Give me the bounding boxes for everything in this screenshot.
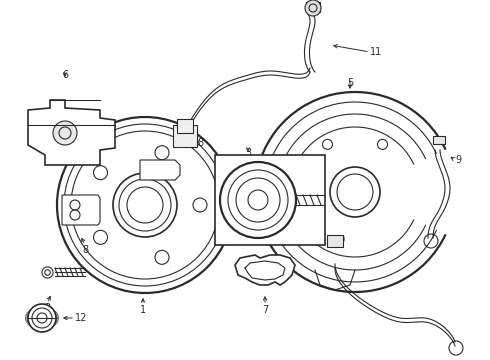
Polygon shape [235,255,295,285]
Bar [173,125,197,147]
Bar [215,155,325,245]
Text: 1: 1 [140,305,146,315]
Bar [306,2,320,12]
Text: 5: 5 [347,78,353,88]
Text: 10: 10 [334,235,346,245]
Text: 8: 8 [197,138,203,148]
Bar [177,119,193,133]
Polygon shape [28,100,115,165]
Bar [327,235,343,247]
Polygon shape [140,160,180,180]
Text: 7: 7 [262,305,268,315]
Bar [433,136,445,144]
Text: 9: 9 [455,155,461,165]
Text: 6: 6 [62,70,68,80]
Polygon shape [62,195,100,225]
Circle shape [305,0,321,16]
Text: 2: 2 [44,303,50,313]
Text: 12: 12 [75,313,87,323]
Circle shape [28,304,56,332]
Text: 8: 8 [82,245,88,255]
Text: 11: 11 [370,47,382,57]
Text: 3: 3 [245,148,251,158]
Circle shape [53,121,77,145]
Text: 4: 4 [295,203,301,213]
